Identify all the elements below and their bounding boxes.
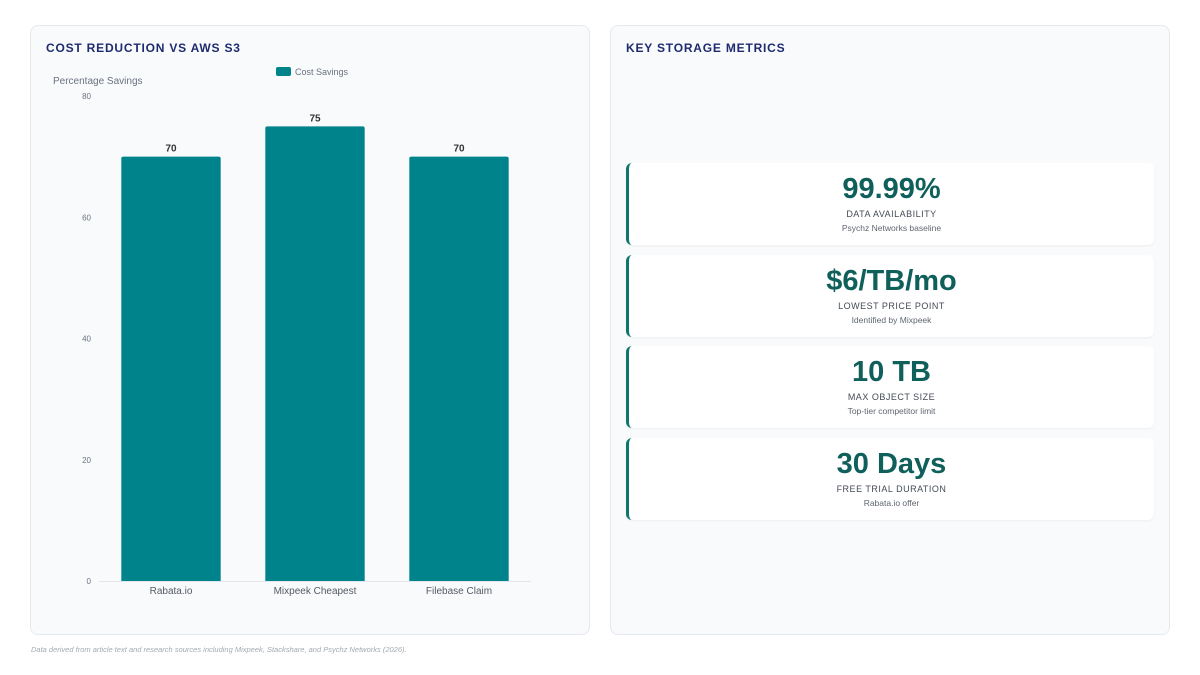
metric-value: 10 TB bbox=[852, 356, 931, 388]
bar-data-label: 70 bbox=[453, 144, 465, 155]
x-tick-label: Mixpeek Cheapest bbox=[274, 586, 357, 597]
metric-label: DATA AVAILABILITY bbox=[846, 209, 937, 219]
metric-card-availability: 99.99% DATA AVAILABILITY Psychz Networks… bbox=[626, 163, 1154, 245]
bar-rabata-io bbox=[121, 156, 221, 581]
bar-data-label: 70 bbox=[165, 144, 177, 155]
metric-value: $6/TB/mo bbox=[826, 265, 957, 297]
bar-mixpeek-cheapest bbox=[265, 126, 365, 581]
bar-data-label: 75 bbox=[309, 113, 321, 124]
y-tick-label: 0 bbox=[87, 577, 92, 586]
metric-label: LOWEST PRICE POINT bbox=[838, 301, 945, 311]
cost-savings-chart: Percentage Savings 0 20 40 60 80 Cost Savings 7… bbox=[53, 67, 531, 597]
metric-label: MAX OBJECT SIZE bbox=[847, 392, 936, 402]
metric-source: Rabata.io offer bbox=[863, 498, 920, 508]
metric-source: Top-tier competitor limit bbox=[847, 406, 936, 416]
x-tick-label: Filebase Claim bbox=[426, 586, 492, 597]
y-tick-label: 60 bbox=[82, 213, 91, 222]
metric-card-trial: 30 Days FREE TRIAL DURATION Rabata.io of… bbox=[626, 438, 1154, 520]
legend-label: Cost Savings bbox=[295, 67, 349, 77]
bar-filebase-claim bbox=[409, 156, 509, 581]
storage-metrics-panel: KEY STORAGE METRICS 99.99% DATA AVAILABI… bbox=[610, 25, 1170, 635]
metric-value: 30 Days bbox=[836, 448, 947, 480]
y-tick-label: 80 bbox=[82, 92, 91, 101]
source-footnote: Data derived from article text and resea… bbox=[31, 645, 407, 654]
metric-card-price: $6/TB/mo LOWEST PRICE POINT Identified b… bbox=[626, 255, 1154, 337]
legend-swatch bbox=[276, 67, 291, 76]
y-axis-title: Percentage Savings bbox=[53, 76, 143, 87]
x-tick-label: Rabata.io bbox=[150, 586, 193, 597]
chart-panel-title: COST REDUCTION VS AWS S3 bbox=[46, 41, 241, 55]
metric-source: Identified by Mixpeek bbox=[851, 315, 932, 325]
metric-value: 99.99% bbox=[842, 173, 941, 205]
metric-source: Psychz Networks baseline bbox=[841, 223, 942, 233]
metric-card-object-size: 10 TB MAX OBJECT SIZE Top-tier competito… bbox=[626, 346, 1154, 428]
metrics-panel-title: KEY STORAGE METRICS bbox=[626, 41, 786, 55]
metric-label: FREE TRIAL DURATION bbox=[836, 484, 947, 494]
y-tick-label: 20 bbox=[82, 456, 91, 465]
y-tick-label: 40 bbox=[82, 335, 91, 344]
cost-reduction-panel: COST REDUCTION VS AWS S3 Percentage Savi… bbox=[30, 25, 590, 635]
